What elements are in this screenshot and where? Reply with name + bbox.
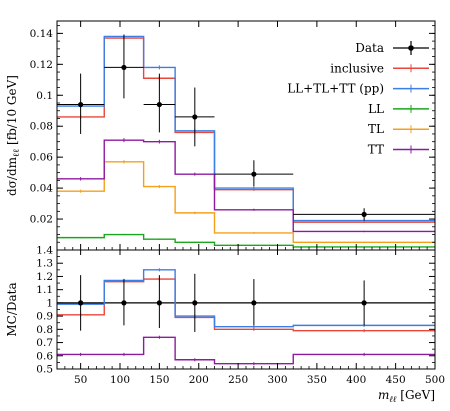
- legend-entry: LL: [368, 102, 429, 116]
- series-tt: [57, 138, 435, 233]
- y-tick-label: 0.06: [30, 152, 54, 164]
- legend-entry: inclusive: [330, 61, 429, 75]
- legend-label: LL+TL+TT (pp): [287, 82, 384, 96]
- ratio-data-point: [121, 300, 127, 306]
- legend-entry: Data: [355, 41, 429, 55]
- x-tick-label: 300: [267, 374, 287, 386]
- main-panel: 0.02 0.04 0.06 0.08 0.1 0.12 0.14 dσ/dmℓℓ [fb/1…: [5, 20, 436, 251]
- data-point: [251, 171, 257, 177]
- ratio-series-tt: [57, 336, 435, 365]
- data-point: [192, 114, 198, 120]
- legend-entry: LL+TL+TT (pp): [287, 82, 429, 96]
- y-tick-label: 0.7: [36, 337, 53, 349]
- x-tick-label: 150: [149, 374, 169, 386]
- legend-label: TT: [368, 143, 384, 157]
- data-point: [78, 101, 84, 108]
- series-line: [57, 233, 435, 248]
- series-line: [57, 35, 435, 222]
- data-point: [121, 64, 127, 71]
- y-tick-label: 0.6: [36, 350, 53, 362]
- legend-label: TL: [368, 122, 384, 136]
- data-points: [57, 34, 435, 221]
- y-tick-label: 0.14: [30, 28, 54, 40]
- y-tick-label: 0.1: [36, 90, 53, 102]
- ratio-data-point: [78, 300, 84, 306]
- legend-label: LL: [368, 102, 384, 116]
- legend-swatch-marker: [408, 45, 414, 51]
- legend-entry: TT: [368, 143, 429, 157]
- data-point: [156, 101, 162, 108]
- legend-label: inclusive: [330, 61, 384, 75]
- y-tick-label: 0.9: [36, 311, 53, 323]
- x-tick-label: 400: [346, 374, 366, 386]
- ratio-data-point: [361, 300, 367, 306]
- x-tick-label: 200: [189, 374, 209, 386]
- ratio-frame: [56, 249, 436, 370]
- ratio-data-point: [156, 300, 162, 306]
- x-tick-label: 100: [110, 374, 130, 386]
- x-tick-label: 250: [228, 374, 248, 386]
- x-axis: 50 100 150 200 250 300 350 400 450 500: [64, 247, 445, 386]
- y-tick-label: 1.2: [36, 271, 53, 283]
- y-tick-label: 0.12: [30, 59, 53, 71]
- y-tick-label: 0.02: [30, 214, 53, 226]
- y-tick-label: 1.4: [36, 245, 53, 257]
- series-tl: [57, 160, 435, 243]
- main-y-label: dσ/dmℓℓ [fb/10 GeV]: [5, 75, 22, 196]
- ratio-data-point: [251, 300, 257, 306]
- legend-entry: TL: [368, 122, 429, 136]
- y-tick-label: 1: [46, 297, 53, 309]
- data-point: [361, 211, 367, 218]
- y-tick-label: 0.08: [30, 121, 53, 133]
- legend: Data inclusive LL+TL+TT (pp) LL TL TT: [287, 41, 429, 157]
- ratio-y-axis: 0.5 0.60.70.80.9 11.11.21.31.4: [36, 245, 435, 376]
- series-line: [57, 139, 435, 233]
- ratio-series-ll-tl-tt-pp-: [57, 269, 435, 328]
- ratio-data-points: [78, 273, 367, 332]
- ratio-panel: 0.5 0.60.70.80.9 11.11.21.31.4 MC/Data 50 100…: [5, 245, 445, 406]
- ratio-series-inclusive: [57, 278, 435, 332]
- x-tick-label: 450: [386, 374, 406, 386]
- y-tick-label: 0.5: [36, 364, 53, 376]
- x-tick-label: 50: [74, 374, 87, 386]
- series-ll: [57, 233, 435, 248]
- x-tick-label: 500: [425, 374, 445, 386]
- x-tick-label: 350: [307, 374, 327, 386]
- y-tick-label: 0.04: [30, 183, 54, 195]
- main-y-axis: 0.02 0.04 0.06 0.08 0.1 0.12 0.14: [30, 25, 435, 243]
- ratio-y-label: MC/Data: [5, 282, 19, 336]
- legend-label: Data: [355, 41, 384, 55]
- y-tick-label: 1.3: [36, 258, 53, 270]
- ratio-data-point: [192, 300, 198, 306]
- y-tick-label: 1.1: [36, 284, 53, 296]
- y-tick-label: 0.8: [36, 324, 53, 336]
- x-axis-label: mℓℓ [GeV]: [378, 388, 435, 405]
